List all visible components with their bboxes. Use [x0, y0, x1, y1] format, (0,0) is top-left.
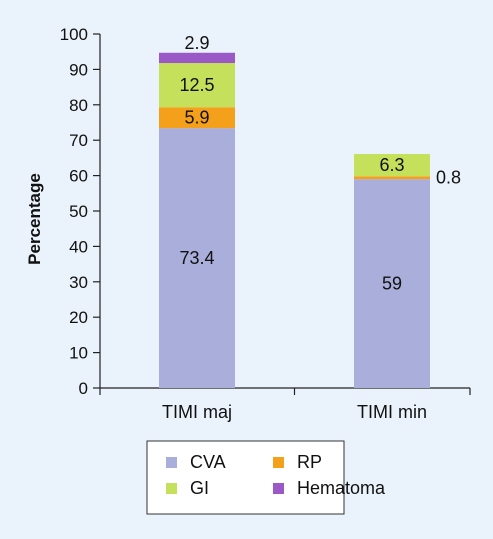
- legend-swatch-hematoma: [273, 483, 284, 494]
- data-label: 59: [382, 274, 402, 294]
- x-category-label: TIMI min: [357, 402, 427, 422]
- bar-segment-rp-timi-maj: [159, 107, 235, 129]
- x-axis: TIMI maj TIMI min: [99, 387, 471, 422]
- bar-segment-rp-timi-min: [354, 176, 430, 180]
- data-labels: 73.4 5.9 12.5 2.9 59 0.8 6.3: [179, 33, 461, 294]
- legend-label-gi: GI: [190, 478, 209, 498]
- legend-label-cva: CVA: [190, 452, 226, 472]
- y-tick-label: 20: [69, 308, 88, 327]
- y-tick-label: 40: [69, 237, 88, 256]
- data-label: 73.4: [179, 248, 214, 268]
- y-tick-label: 60: [69, 167, 88, 186]
- y-tick-label: 30: [69, 273, 88, 292]
- legend-label-hematoma: Hematoma: [297, 478, 386, 498]
- data-label: 2.9: [184, 33, 209, 53]
- x-category-label: TIMI maj: [162, 402, 232, 422]
- legend-swatch-rp: [273, 457, 284, 468]
- bar-segment-hematoma-timi-maj: [159, 52, 235, 64]
- bar-segment-gi-timi-min: [354, 154, 430, 177]
- y-tick-label: 50: [69, 202, 88, 221]
- bar-segment-gi-timi-maj: [159, 63, 235, 108]
- data-label: 6.3: [379, 155, 404, 175]
- y-axis: 0 10 20 30 40 50 60 70 80 90 100: [60, 25, 101, 398]
- y-axis-title: Percentage: [25, 173, 44, 265]
- y-tick-label: 90: [69, 60, 88, 79]
- bars: [159, 52, 430, 388]
- legend-swatch-cva: [166, 457, 177, 468]
- data-label: 12.5: [179, 75, 214, 95]
- legend-label-rp: RP: [297, 452, 322, 472]
- y-tick-label: 0: [79, 379, 88, 398]
- bar-segment-cva-timi-min: [354, 179, 430, 388]
- legend-swatch-gi: [166, 483, 177, 494]
- bar-segment-cva-timi-maj: [159, 128, 235, 388]
- y-tick-label: 100: [60, 25, 88, 44]
- data-label: 5.9: [184, 108, 209, 128]
- legend: CVA RP GI Hematoma: [146, 440, 386, 515]
- y-tick-label: 70: [69, 131, 88, 150]
- legend-box: [146, 440, 345, 515]
- y-tick-label: 10: [69, 344, 88, 363]
- y-tick-label: 80: [69, 96, 88, 115]
- data-label: 0.8: [436, 168, 461, 188]
